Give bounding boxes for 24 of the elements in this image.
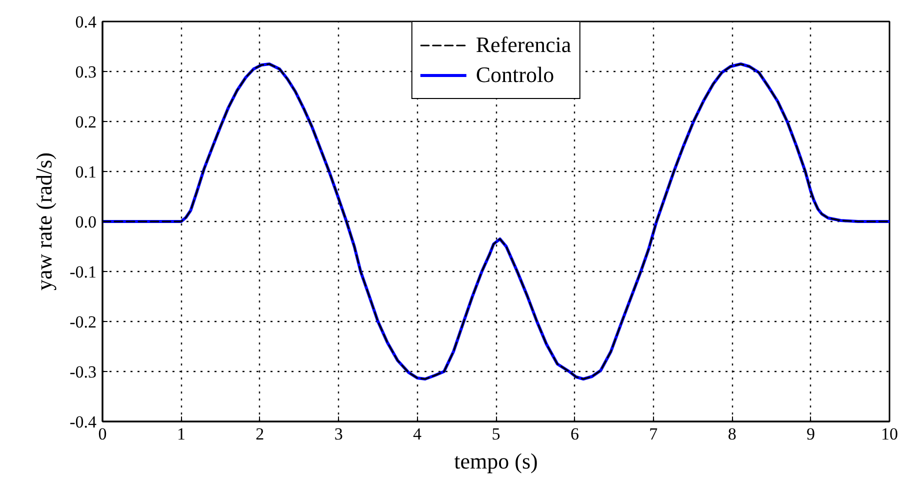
x-tick-label: 8 [728, 424, 736, 444]
y-tick-label: 0.2 [75, 112, 96, 132]
x-tick-label: 2 [256, 424, 264, 444]
y-tick-label: 0.3 [75, 62, 96, 82]
legend-label: Referencia [476, 31, 572, 59]
x-tick-label: 10 [881, 424, 898, 444]
y-tick-label: -0.2 [70, 312, 97, 332]
x-tick-label: 5 [492, 424, 500, 444]
y-tick-label: -0.3 [70, 362, 97, 382]
y-axis-title: yaw rate (rad/s) [32, 152, 57, 291]
x-tick-label: 0 [98, 424, 107, 444]
legend-label: Controlo [476, 61, 554, 89]
y-tick-label: -0.4 [70, 412, 97, 432]
x-tick-label: 7 [649, 424, 658, 444]
y-tick-label: 0.0 [75, 212, 96, 232]
x-tick-label: 3 [334, 424, 343, 444]
x-tick-label: 6 [570, 424, 579, 444]
x-tick-label: 9 [806, 424, 816, 444]
x-axis-title: tempo (s) [454, 448, 538, 474]
y-tick-label: 0.1 [75, 162, 96, 182]
x-tick-label: 4 [413, 424, 422, 444]
y-tick-label: 0.4 [75, 12, 97, 32]
x-tick-label: 1 [176, 424, 186, 444]
y-tick-label: -0.1 [70, 262, 97, 282]
